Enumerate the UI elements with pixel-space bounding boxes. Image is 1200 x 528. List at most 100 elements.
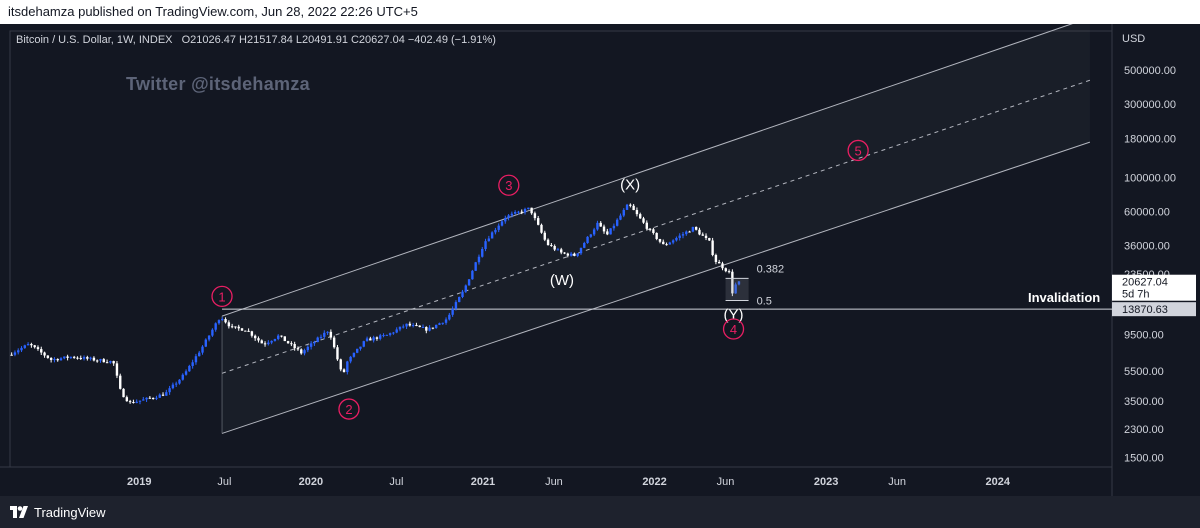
candle-up bbox=[109, 361, 112, 363]
candle-up bbox=[668, 242, 672, 245]
candle-up bbox=[579, 247, 583, 254]
wave-label-5: 5 bbox=[855, 143, 862, 158]
candle-up bbox=[461, 291, 464, 297]
x-tick-label: 2019 bbox=[127, 476, 151, 488]
candle-down bbox=[224, 319, 227, 323]
candle-up bbox=[504, 217, 507, 222]
candle-down bbox=[286, 341, 290, 344]
x-tick-label: 2023 bbox=[814, 476, 838, 488]
candle-up bbox=[507, 215, 510, 218]
candle-down bbox=[698, 229, 701, 235]
price-tag-value: 20627.04 bbox=[1122, 277, 1168, 289]
candle-down bbox=[415, 325, 418, 327]
candle-up bbox=[523, 208, 527, 213]
price-chart[interactable]: USD Invalidation 0.382 0.5 1 2 3 (X) (W) (Y)4 5… bbox=[0, 17, 1200, 496]
candle-up bbox=[53, 359, 56, 361]
candle-down bbox=[665, 244, 668, 246]
candle-up bbox=[421, 327, 425, 329]
candle-down bbox=[112, 361, 115, 364]
chart-area[interactable]: USD Invalidation 0.382 0.5 1 2 3 (X) (W) (Y) 4 5… bbox=[0, 17, 1200, 496]
candle-up bbox=[444, 319, 448, 323]
candle-up bbox=[59, 358, 63, 361]
candle-up bbox=[615, 219, 619, 226]
candle-up bbox=[691, 226, 695, 232]
candle-down bbox=[536, 218, 540, 225]
candle-down bbox=[283, 336, 286, 342]
candle-down bbox=[128, 401, 132, 403]
candle-down bbox=[425, 327, 428, 331]
candle-up bbox=[681, 234, 685, 236]
price-tag bbox=[1112, 274, 1196, 301]
candle-up bbox=[13, 352, 17, 355]
candle-up bbox=[474, 262, 477, 271]
wave-label-circle bbox=[847, 139, 869, 162]
candle-up bbox=[174, 383, 178, 385]
candle-up bbox=[191, 362, 194, 366]
fib-level-label: 0.382 bbox=[757, 263, 785, 275]
y-tick-label: 2300.00 bbox=[1124, 424, 1164, 436]
price-tag-countdown: 5d 7h bbox=[1122, 289, 1150, 301]
candle-up bbox=[138, 400, 142, 402]
y-tick-label: 300000.00 bbox=[1124, 99, 1176, 111]
candle-up bbox=[214, 323, 217, 330]
candle-down bbox=[161, 394, 165, 396]
candle-down bbox=[293, 344, 296, 349]
candle-up bbox=[464, 285, 467, 292]
candle-down bbox=[606, 231, 609, 235]
candle-up bbox=[490, 232, 494, 239]
candle-up bbox=[188, 365, 191, 372]
candle-up bbox=[398, 326, 402, 330]
candle-up bbox=[428, 327, 431, 331]
y-tick-label: 500000.00 bbox=[1124, 65, 1176, 77]
candle-down bbox=[652, 229, 655, 233]
candle-down bbox=[721, 263, 724, 269]
candle-up bbox=[346, 361, 349, 373]
x-tick-label: 2020 bbox=[299, 476, 323, 488]
candle-up bbox=[379, 335, 382, 339]
candle-down bbox=[76, 357, 79, 359]
candle-down bbox=[250, 331, 254, 336]
candle-up bbox=[458, 296, 461, 303]
candle-up bbox=[267, 342, 270, 345]
candle-up bbox=[734, 284, 737, 294]
candle-up bbox=[323, 332, 326, 337]
candle-up bbox=[277, 335, 280, 339]
candle-down bbox=[148, 397, 152, 399]
candle-up bbox=[484, 241, 487, 249]
candle-up bbox=[355, 348, 359, 353]
candle-up bbox=[510, 213, 514, 216]
candle-down bbox=[629, 204, 632, 206]
candle-up bbox=[184, 371, 188, 375]
candle-down bbox=[708, 237, 711, 241]
wave-label-circle bbox=[338, 398, 360, 420]
candle-down bbox=[332, 337, 336, 348]
candle-up bbox=[576, 253, 579, 256]
candle-down bbox=[66, 356, 69, 358]
wave-label-x: (X) bbox=[620, 177, 640, 194]
candle-down bbox=[599, 222, 602, 227]
candle-down bbox=[96, 360, 99, 362]
candle-down bbox=[701, 234, 704, 236]
candle-down bbox=[105, 362, 109, 364]
candle-up bbox=[586, 236, 589, 243]
candle-up bbox=[221, 319, 224, 321]
channel-median-line bbox=[221, 79, 1091, 374]
candle-down bbox=[639, 214, 642, 219]
candle-up bbox=[612, 225, 616, 229]
tradingview-brand[interactable]: TradingView bbox=[10, 505, 106, 520]
candle-up bbox=[23, 345, 27, 348]
candle-up bbox=[326, 331, 329, 333]
candle-up bbox=[517, 211, 520, 213]
y-tick-label: 3500.00 bbox=[1124, 396, 1164, 408]
candle-down bbox=[724, 268, 727, 272]
candle-up bbox=[589, 234, 593, 237]
candle-down bbox=[33, 345, 36, 348]
channel-upper-line bbox=[221, 17, 1091, 317]
wave-label-circle bbox=[498, 174, 520, 196]
candle-up bbox=[441, 322, 444, 324]
candle-down bbox=[300, 349, 303, 354]
candle-up bbox=[309, 343, 313, 347]
candle-up bbox=[270, 340, 273, 343]
candle-up bbox=[20, 347, 23, 351]
candle-up bbox=[402, 326, 405, 328]
